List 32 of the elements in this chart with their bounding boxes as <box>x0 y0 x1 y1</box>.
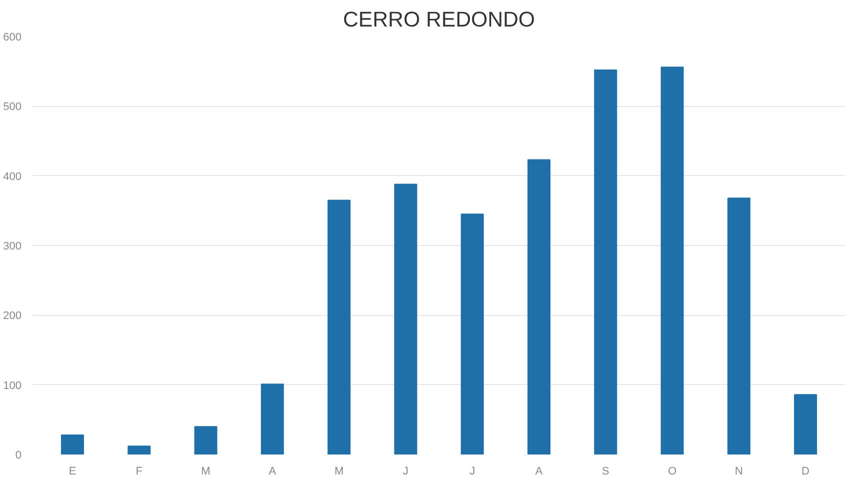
x-tick-label: M <box>334 466 344 478</box>
bar <box>594 69 618 454</box>
y-tick-label: 300 <box>3 240 22 252</box>
y-tick-label: 600 <box>3 32 22 44</box>
y-tick-label: 500 <box>3 101 22 114</box>
y-tick-label: 200 <box>3 310 22 322</box>
x-tick-label: J <box>470 466 476 478</box>
x-tick-label: A <box>535 466 544 478</box>
x-tick-label: E <box>68 466 76 478</box>
bar <box>460 214 484 454</box>
y-tick-label: 400 <box>3 170 22 183</box>
bar <box>128 446 151 454</box>
x-tick-label: O <box>668 466 677 478</box>
x-tick-label: J <box>402 466 408 478</box>
bar <box>328 200 351 454</box>
x-tick-label: A <box>268 466 277 478</box>
x-tick-label: M <box>201 466 210 478</box>
y-tick-label: 0 <box>15 450 22 462</box>
bar <box>794 394 818 454</box>
bar <box>194 426 218 454</box>
bar <box>394 184 418 454</box>
x-tick-label: D <box>802 466 810 478</box>
chart-title: CERRO REDONDO <box>343 8 535 32</box>
y-tick-label: 100 <box>3 380 22 392</box>
x-tick-label: F <box>136 466 143 478</box>
bar <box>527 159 550 454</box>
bar <box>260 384 284 454</box>
x-tick-label: N <box>734 466 743 478</box>
x-tick-label: S <box>602 466 610 478</box>
bar <box>60 434 84 454</box>
bar <box>727 198 750 454</box>
bar <box>660 66 684 454</box>
